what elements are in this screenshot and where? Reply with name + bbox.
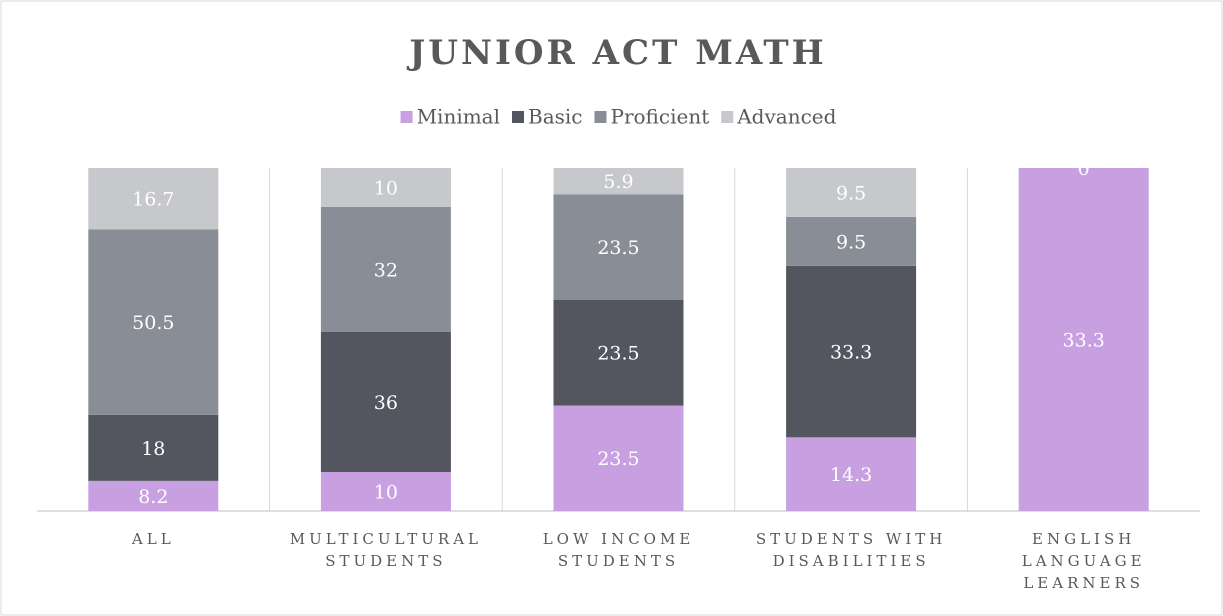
x-tick-label: LOW INCOME STUDENTS xyxy=(542,530,695,570)
data-label: 9.5 xyxy=(836,182,866,204)
x-tick-label: STUDENTS WITH DISABILITIES xyxy=(755,530,947,570)
data-label: 36 xyxy=(374,392,398,414)
bar-segment xyxy=(320,206,451,332)
x-tick-label: ENGLISH LANGUAGE LEARNERS xyxy=(1021,530,1146,592)
data-label: 33.3 xyxy=(1063,330,1105,352)
bar-segment xyxy=(553,194,684,300)
data-label: 33.3 xyxy=(830,342,872,364)
bar-segment xyxy=(320,331,451,473)
bar-segment xyxy=(88,414,219,481)
data-label: 10 xyxy=(374,177,398,199)
legend-label: Proficient xyxy=(610,105,709,129)
bar-segment xyxy=(88,168,219,230)
bar-segment xyxy=(786,216,917,266)
data-label: 8.2 xyxy=(138,486,168,508)
bar-segment xyxy=(1018,168,1149,511)
data-label: 23.5 xyxy=(597,343,639,365)
legend-swatch xyxy=(721,111,734,123)
x-tick-label: ALL xyxy=(131,530,175,548)
legend-label: Advanced xyxy=(736,105,836,129)
bar-segment xyxy=(786,265,917,438)
bar-segment xyxy=(553,168,684,195)
legend-label: Basic xyxy=(528,105,582,129)
bar-segment xyxy=(320,168,451,207)
legend-label: Minimal xyxy=(417,105,500,129)
data-label: 9.5 xyxy=(836,231,866,253)
bar-segment xyxy=(786,168,917,217)
data-label: 50.5 xyxy=(132,312,174,334)
legend-swatch xyxy=(400,111,413,123)
bar-segment xyxy=(88,480,219,511)
data-label: 23.5 xyxy=(597,448,639,470)
chart-title: JUNIOR ACT MATH xyxy=(406,33,827,73)
data-label: 18 xyxy=(141,438,165,460)
data-label: 16.7 xyxy=(132,189,174,211)
data-label: 32 xyxy=(374,259,398,281)
x-tick-label: MULTICULTURAL STUDENTS xyxy=(289,530,483,570)
bar-segment xyxy=(320,472,451,511)
data-label: 5.9 xyxy=(603,171,633,193)
data-label: 0 xyxy=(1078,158,1090,180)
legend-swatch xyxy=(512,111,524,123)
bar-segment xyxy=(88,229,219,415)
bar-segment xyxy=(786,437,917,511)
data-label: 14.3 xyxy=(830,464,872,486)
bar-segment xyxy=(553,405,684,511)
legend-swatch xyxy=(594,111,607,123)
bar-segment xyxy=(553,299,684,406)
data-label: 10 xyxy=(374,482,398,504)
data-label: 23.5 xyxy=(597,237,639,259)
